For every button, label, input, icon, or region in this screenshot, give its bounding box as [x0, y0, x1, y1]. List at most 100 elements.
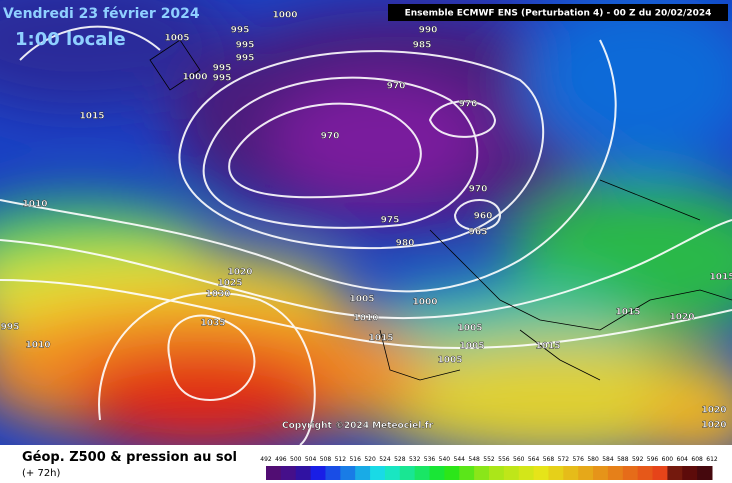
isobar-label: 1020 [701, 406, 726, 416]
scale-swatch [355, 466, 371, 480]
scale-swatch [429, 466, 445, 480]
model-info: Ensemble ECMWF ENS (Perturbation 4) - 00… [405, 9, 712, 19]
scale-label: 592 [632, 456, 644, 463]
scale-label: 608 [691, 456, 703, 463]
isobar-label: 1005 [164, 34, 189, 44]
scale-swatch [399, 466, 416, 480]
isobar-label: 970 [387, 82, 406, 92]
scale-label: 504 [305, 456, 317, 463]
scale-label: 532 [409, 456, 421, 463]
scale-swatch [518, 466, 535, 480]
isobar-label: 990 [419, 26, 438, 36]
scale-label: 560 [513, 456, 525, 463]
scale-swatch [682, 466, 698, 480]
isobar-label: 970 [459, 100, 478, 110]
scale-label: 588 [617, 456, 629, 463]
isobar-label: 1015 [615, 308, 640, 318]
isobar-label: 995 [231, 26, 250, 36]
isobar-label: 1035 [200, 319, 225, 329]
scale-swatch [459, 466, 475, 480]
isobar-label: 1000 [412, 298, 437, 308]
isobar-label: 1015 [535, 342, 560, 352]
isobar-label: 1005 [459, 342, 484, 352]
isobar-label: 1015 [368, 334, 393, 344]
color-scale: 492 496 500 504 508 512 516 520 524 528 532 536 540 5… [260, 456, 718, 480]
scale-label: 492 [260, 456, 272, 463]
isobar-label: 995 [213, 74, 232, 84]
isobar-label: 1015 [79, 112, 104, 122]
scale-label: 524 [379, 456, 391, 463]
scale-swatch [563, 466, 579, 480]
scale-label: 536 [424, 456, 436, 463]
isobar-label: 995 [213, 64, 232, 74]
legend-title: Géop. Z500 & pression au sol [22, 450, 237, 465]
scale-label: 508 [320, 456, 332, 463]
scale-label: 548 [468, 456, 480, 463]
scale-swatch [295, 466, 312, 480]
scale-label: 564 [528, 456, 540, 463]
scale-swatch [652, 466, 668, 480]
time-title: 1:00 locale [15, 29, 126, 50]
scale-label: 584 [602, 456, 614, 463]
isobar-label: 1005 [457, 324, 482, 334]
isobar-label: 1000 [182, 73, 207, 83]
scale-swatch [548, 466, 564, 480]
scale-swatch [414, 466, 431, 480]
isobar-label: 960 [474, 212, 493, 222]
scale-swatch [593, 466, 609, 480]
isobar-label: 980 [396, 239, 415, 249]
scale-label: 496 [275, 456, 287, 463]
scale-label: 500 [290, 456, 302, 463]
scale-swatch [578, 466, 594, 480]
scale-swatch [697, 466, 713, 480]
isobar-label: 1000 [272, 11, 297, 21]
scale-label: 556 [498, 456, 510, 463]
isobar-label: 995 [236, 54, 255, 64]
scale-swatch [325, 466, 341, 480]
scale-swatch [622, 466, 639, 480]
isobar-label: 1010 [353, 314, 378, 324]
scale-swatch [444, 466, 460, 480]
isobar-label: 995 [1, 323, 20, 333]
scale-swatch [667, 466, 683, 480]
isobar-label: 970 [469, 185, 488, 195]
scale-swatch [340, 466, 356, 480]
scale-label: 512 [335, 456, 347, 463]
scale-swatch [474, 466, 490, 480]
scale-label: 596 [647, 456, 659, 463]
isobar-label: 1010 [25, 341, 50, 351]
isobar-label: 975 [381, 216, 400, 226]
scale-swatch [637, 466, 654, 480]
copyright: Copyright ©2024 Meteociel.fr [282, 421, 434, 431]
scale-label: 612 [706, 456, 718, 463]
isobar-label: 965 [469, 228, 488, 238]
scale-swatch [280, 466, 297, 480]
scale-swatch [503, 466, 520, 480]
scale-label: 516 [349, 456, 361, 463]
scale-label: 540 [439, 456, 451, 463]
scale-swatch [533, 466, 549, 480]
scale-label: 600 [662, 456, 674, 463]
scale-swatch [607, 466, 624, 480]
scale-swatch [310, 466, 326, 480]
scale-label: 544 [454, 456, 466, 463]
scale-label: 576 [572, 456, 584, 463]
scale-label: 572 [558, 456, 570, 463]
isobar-label: 995 [236, 41, 255, 51]
scale-label: 604 [677, 456, 689, 463]
scale-swatch [384, 466, 401, 480]
isobar-label: 1020 [669, 313, 694, 323]
map-field: 1000995100599599599599510001015990985970… [0, 0, 732, 445]
isobar-label: 1030 [205, 290, 230, 300]
legend-lead: (+ 72h) [22, 468, 61, 479]
isobar-label: 1010 [22, 200, 47, 210]
scale-label: 568 [543, 456, 555, 463]
model-box [388, 4, 728, 21]
scale-label: 580 [587, 456, 599, 463]
isobar-label: 1005 [437, 356, 462, 366]
scale-swatch [489, 466, 505, 480]
isobar-label: 1025 [217, 279, 242, 289]
isobar-label: 970 [321, 132, 340, 142]
scale-label: 528 [394, 456, 406, 463]
